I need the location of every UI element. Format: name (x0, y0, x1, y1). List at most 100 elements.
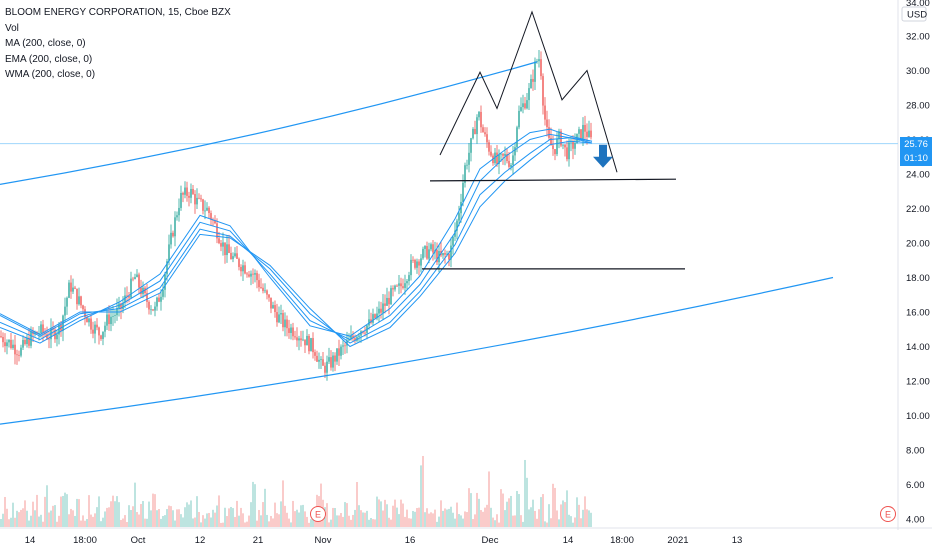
candle-body (382, 303, 384, 313)
volume-bar (488, 471, 490, 527)
volume-bar (502, 493, 504, 527)
candle-body (344, 345, 346, 347)
volume-bar (276, 513, 278, 527)
candle-body (398, 283, 400, 286)
volume-bar (252, 481, 254, 527)
volume-bar (174, 520, 176, 527)
volume-bar (292, 500, 294, 527)
candle-body (78, 296, 80, 305)
candle-body (56, 334, 58, 340)
volume-bar (158, 509, 160, 527)
candle-body (270, 297, 272, 309)
volume-bar (182, 517, 184, 527)
candle-body (578, 129, 580, 134)
legend-vol[interactable]: Vol (5, 22, 19, 34)
volume-bar (92, 516, 94, 527)
candle-body (422, 248, 424, 259)
volume-bar (538, 509, 540, 527)
volume-bar (524, 459, 526, 527)
volume-bar (66, 494, 68, 527)
candle-body (390, 288, 392, 305)
volume-bar (300, 505, 302, 527)
candle-body (4, 342, 6, 347)
candle-body (238, 258, 240, 267)
volume-bar (334, 508, 336, 527)
volume-bar (164, 515, 166, 527)
volume-bar (270, 515, 272, 527)
volume-bar (264, 488, 266, 527)
volume-bar (360, 510, 362, 527)
volume-bar (456, 502, 458, 527)
candle-body (70, 282, 72, 292)
candle-body (24, 339, 26, 345)
volume-bar (514, 515, 516, 527)
legend-title[interactable]: BLOOM ENERGY CORPORATION, 15, Cboe BZX (5, 7, 231, 18)
volume-bar (450, 506, 452, 527)
candle-body (108, 314, 110, 325)
volume-bar (242, 513, 244, 527)
volume-bar (26, 510, 28, 527)
candle-body (74, 287, 76, 289)
candle-body (350, 335, 352, 340)
candle-body (254, 273, 256, 275)
volume-bar (240, 507, 242, 527)
volume-bar (428, 513, 430, 527)
candle-body (406, 281, 408, 284)
volume-bar (396, 507, 398, 527)
volume-bar (0, 519, 2, 527)
volume-bar (272, 518, 274, 527)
volume-bar (320, 483, 322, 527)
volume-bar (466, 512, 468, 527)
volume-bar (96, 507, 98, 527)
volume-bar (44, 496, 46, 527)
candle-body (364, 332, 366, 334)
candle-body (176, 215, 178, 218)
volume-bar (328, 522, 330, 527)
volume-bar (432, 513, 434, 527)
volume-bar (86, 519, 88, 527)
x-tick-label: 21 (253, 535, 264, 546)
y-tick-label: 12.00 (906, 377, 930, 388)
y-tick-label: 28.00 (906, 101, 930, 112)
x-tick-label: 12 (195, 535, 206, 546)
legend-wma[interactable]: WMA (200, close, 0) (5, 69, 96, 80)
volume-bar (470, 493, 472, 527)
candle-body (424, 246, 426, 249)
legend-ma[interactable]: MA (200, close, 0) (5, 38, 86, 49)
candle-body (400, 283, 402, 287)
candle-body (152, 309, 154, 311)
legend-ema[interactable]: EMA (200, close, 0) (5, 53, 93, 65)
volume-bar (166, 509, 168, 527)
volume-bar (522, 521, 524, 527)
candle-body (386, 297, 388, 306)
candle-body (188, 195, 190, 198)
volume-bar (102, 517, 104, 527)
volume-bar (118, 502, 120, 527)
candle-body (298, 338, 300, 341)
candle-body (392, 288, 394, 290)
volume-bar (302, 504, 304, 527)
candle-body (484, 132, 486, 135)
volume-bar (274, 502, 276, 527)
volume-bar (326, 503, 328, 527)
volume-bar (202, 515, 204, 527)
candle-body (378, 308, 380, 314)
volume-bar (296, 509, 298, 527)
volume-bar (446, 509, 448, 527)
candle-body (394, 285, 396, 290)
candle-body (258, 280, 260, 288)
volume-bar (106, 507, 108, 527)
candle-body (488, 142, 490, 152)
candle-body (204, 210, 206, 212)
candle-body (412, 259, 414, 261)
candle-body (14, 344, 16, 355)
volume-bar (120, 519, 122, 527)
ma-line-ma (0, 137, 593, 344)
volume-bar (208, 512, 210, 527)
volume-bar (112, 495, 114, 527)
volume-bar (412, 510, 414, 527)
volume-bar (116, 496, 118, 527)
candle-body (92, 329, 94, 334)
candle-body (274, 305, 276, 313)
